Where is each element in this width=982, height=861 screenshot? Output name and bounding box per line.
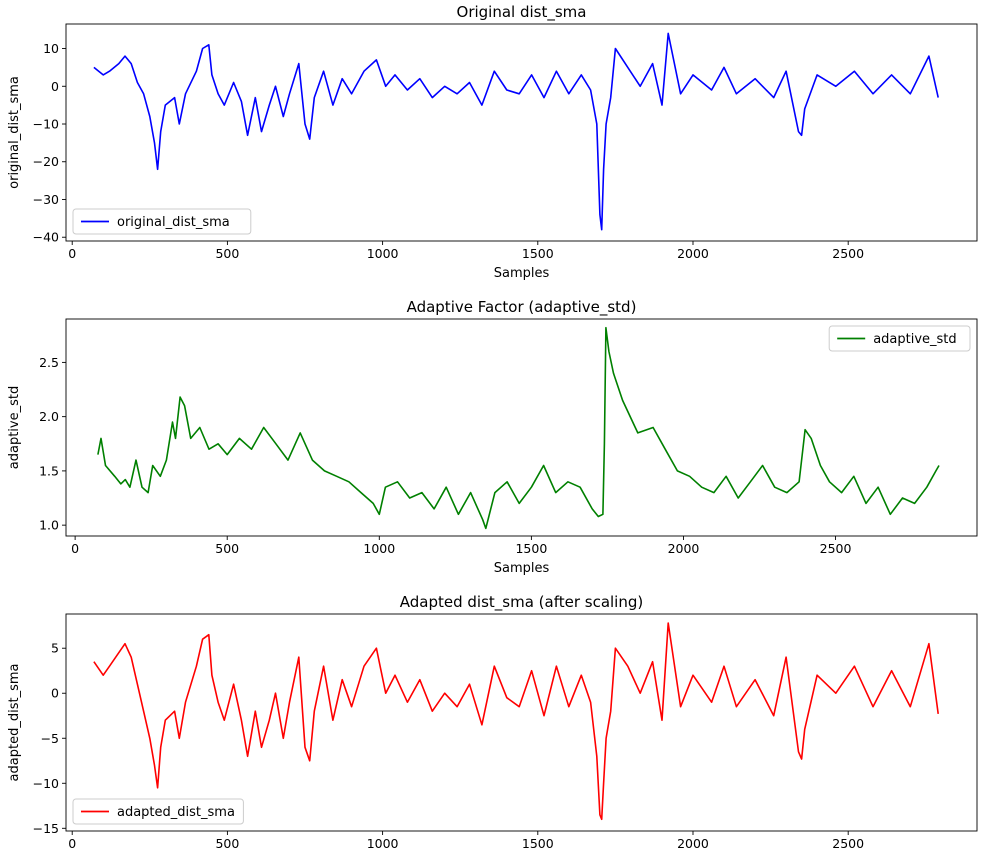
y-axis-label: adaptive_std	[7, 386, 22, 469]
y-axis-label: adapted_dist_sma	[7, 664, 22, 782]
x-tick-label: 2000	[677, 836, 709, 851]
x-tick-label: 2000	[668, 541, 700, 556]
x-tick-label: 0	[68, 246, 76, 261]
x-tick-label: 2000	[677, 246, 709, 261]
plot-area-frame	[65, 613, 978, 832]
y-tick-label: 10	[43, 41, 59, 56]
legend-box	[72, 208, 252, 235]
legend-box	[72, 798, 244, 825]
legend: original_dist_sma	[72, 208, 252, 235]
y-tick-label: −20	[33, 154, 59, 169]
x-tick-label: 1500	[522, 246, 554, 261]
series-line-original-dist-sma	[93, 32, 939, 231]
legend-entry: adapted_dist_sma	[117, 805, 235, 820]
chart-adaptive-factor: Adaptive Factor (adaptive_std) 0 500 1000 15…	[7, 298, 978, 576]
chart-title: Adaptive Factor (adaptive_std)	[407, 298, 637, 317]
x-tick-label: 1000	[363, 541, 395, 556]
y-tick-label: 2.0	[39, 409, 59, 424]
y-tick-label: −10	[33, 117, 59, 132]
x-tick-label: 500	[215, 541, 239, 556]
series-line-adaptive-std	[97, 326, 940, 530]
y-tick-label: −5	[41, 731, 59, 746]
chart-adapted-dist-sma: Adapted dist_sma (after scaling) 0 500 1000…	[7, 593, 978, 851]
x-tick-label: 0	[71, 541, 79, 556]
x-tick-label: 1000	[367, 836, 399, 851]
x-tick-label: 500	[215, 246, 239, 261]
series-line-adapted-dist-sma	[93, 622, 939, 821]
legend-entry: original_dist_sma	[117, 215, 230, 230]
y-tick-label: −10	[33, 776, 59, 791]
legend: adapted_dist_sma	[72, 798, 244, 825]
x-axis-label: Samples	[494, 266, 550, 281]
y-tick-label: 5	[51, 641, 59, 656]
chart-original-dist-sma: Original dist_sma 0 500 1000 1500 2000 2500 10 0…	[7, 3, 978, 281]
x-axis-label: Samples	[494, 561, 550, 576]
y-tick-label: 0	[51, 686, 59, 701]
x-tick-label: 2500	[820, 541, 852, 556]
plot-area-frame	[65, 23, 978, 242]
y-tick-label: −30	[33, 192, 59, 207]
y-axis-label: original_dist_sma	[7, 76, 22, 189]
plot-area-frame	[65, 318, 978, 537]
x-tick-label: 0	[68, 836, 76, 851]
y-tick-label: 0	[51, 79, 59, 94]
legend: adaptive_std	[828, 325, 971, 352]
chart-title: Original dist_sma	[457, 3, 587, 22]
chart-title: Adapted dist_sma (after scaling)	[400, 593, 643, 612]
y-tick-label: 2.5	[39, 355, 59, 370]
legend-box	[828, 325, 971, 352]
y-tick-label: −40	[33, 230, 59, 245]
x-tick-label: 1000	[367, 246, 399, 261]
x-tick-label: 1500	[522, 836, 554, 851]
x-tick-label: 2500	[832, 836, 864, 851]
y-tick-label: −15	[33, 821, 59, 836]
x-tick-label: 2500	[832, 246, 864, 261]
x-tick-label: 1500	[515, 541, 547, 556]
legend-entry: adaptive_std	[873, 332, 956, 347]
y-tick-label: 1.5	[39, 463, 59, 478]
y-tick-label: 1.0	[39, 518, 59, 533]
x-tick-label: 500	[215, 836, 239, 851]
